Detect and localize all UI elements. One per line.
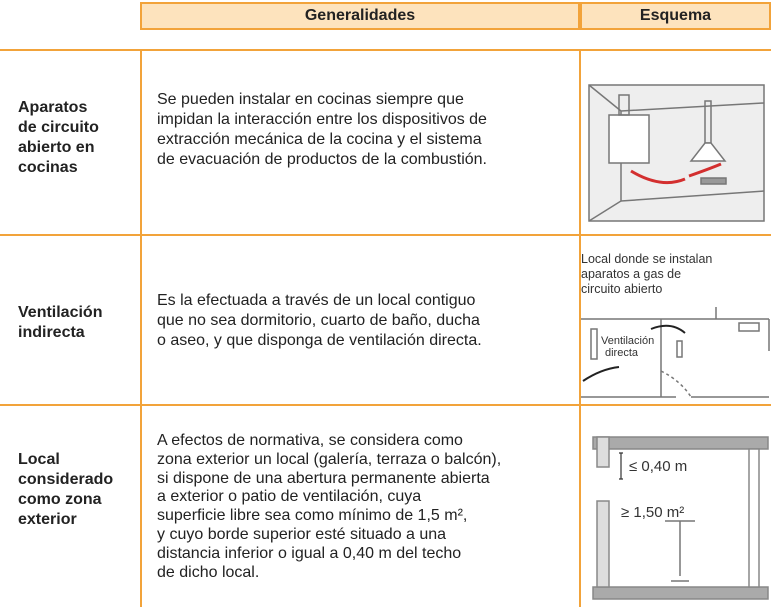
- header-cell: Generalidades: [140, 2, 580, 30]
- text-line: impidan la interacción entre los disposi…: [157, 111, 487, 128]
- text-line: considerado: [18, 471, 114, 488]
- arrow: [630, 169, 686, 185]
- diagram-label: ≤ 0,40 m: [629, 458, 687, 475]
- text-line: indirecta: [18, 324, 85, 341]
- divider: [0, 49, 771, 51]
- diagrams: Local donde se instalan aparatos a gas d…: [581, 84, 770, 600]
- ventilation-diagram: [581, 307, 770, 398]
- text-line: Aparatos: [18, 99, 88, 116]
- row-label: Local considerado como zona exterior: [18, 450, 113, 530]
- diagram-label: Ventilación: [601, 335, 654, 347]
- row-label: Aparatos de circuito abierto en cocinas: [18, 98, 99, 178]
- text-line: Es la efectuada a través de un local con…: [157, 292, 476, 309]
- header-cell: Esquema: [580, 2, 771, 30]
- row-text: Es la efectuada a través de un local con…: [157, 291, 482, 351]
- row-text: A efectos de normativa, se considera com…: [157, 432, 501, 582]
- text-line: cocinas: [18, 159, 78, 176]
- text-line: abierto en: [18, 139, 95, 156]
- text-line: superficie libre sea como mínimo de 1,5 …: [157, 507, 468, 525]
- text-line: distancia inferior o igual a 0,40 m del …: [157, 544, 462, 562]
- text-line: Se pueden instalar en cocinas siempre qu…: [157, 91, 464, 108]
- diagram-label: circuito abierto: [581, 282, 662, 296]
- text-line: zona exterior un local (galería, terraza…: [157, 450, 502, 468]
- text-line: A efectos de normativa, se considera com…: [157, 432, 463, 449]
- text-line: que no sea dormitorio, cuarto de baño, d…: [157, 312, 480, 329]
- divider: [0, 234, 771, 236]
- divider: [140, 50, 142, 607]
- row-label: Ventilación indirecta: [18, 303, 102, 343]
- arrow: [582, 366, 620, 382]
- text-line: si dispone de una abertura permanente ab…: [157, 469, 490, 487]
- arrow: [688, 162, 722, 178]
- row-text: Se pueden instalar en cocinas siempre qu…: [157, 90, 487, 170]
- exterior-diagram: [592, 436, 769, 600]
- diagram-label: directa: [605, 347, 639, 359]
- diagram-label: ≥ 1,50 m²: [621, 504, 684, 521]
- text-line: Local: [18, 451, 60, 468]
- text-line: a exterior o patio de ventilación, cuya: [157, 488, 422, 506]
- text-line: Ventilación: [18, 304, 103, 321]
- diagram-label: Local donde se instalan: [581, 252, 712, 266]
- arrow: [650, 324, 686, 334]
- text-line: y cuyo borde superior esté situado a una: [157, 525, 447, 543]
- text-line: de circuito: [18, 119, 99, 136]
- text-line: de dicho local.: [157, 563, 260, 581]
- text-line: de evacuación de productos de la combust…: [157, 151, 487, 168]
- kitchen-diagram: [588, 84, 765, 222]
- text-line: como zona: [18, 491, 102, 508]
- divider: [0, 404, 771, 406]
- divider: [579, 50, 581, 607]
- text-line: exterior: [18, 511, 77, 528]
- text-line: o aseo, y que disponga de ventilación di…: [157, 332, 482, 349]
- diagram-label: aparatos a gas de: [581, 267, 681, 281]
- measure: [619, 452, 623, 480]
- text-line: extracción mecánica de la cocina y el si…: [157, 131, 482, 148]
